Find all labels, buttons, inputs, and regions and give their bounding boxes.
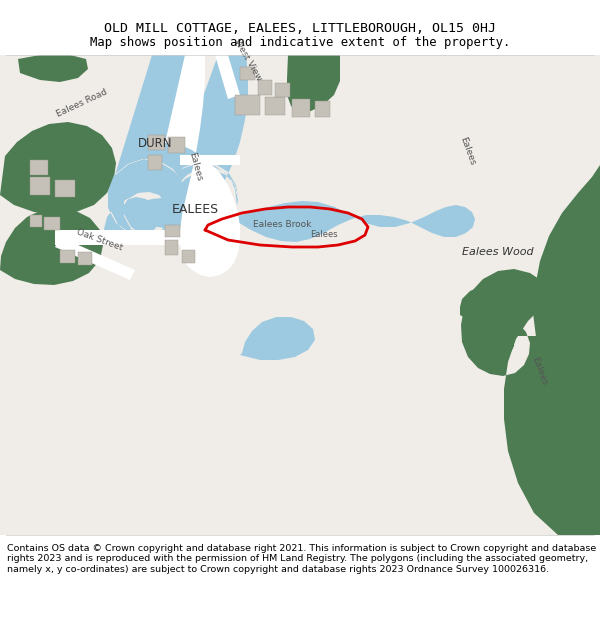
- Polygon shape: [315, 101, 330, 117]
- Polygon shape: [55, 237, 135, 280]
- Text: Contains OS data © Crown copyright and database right 2021. This information is : Contains OS data © Crown copyright and d…: [7, 544, 596, 574]
- Polygon shape: [162, 55, 248, 240]
- Polygon shape: [215, 55, 240, 99]
- Text: Ealees: Ealees: [531, 356, 549, 387]
- Polygon shape: [30, 177, 50, 195]
- Text: West View: West View: [232, 37, 263, 82]
- Polygon shape: [258, 55, 600, 402]
- Text: Ealees Brook: Ealees Brook: [253, 220, 311, 229]
- Text: EALEES: EALEES: [172, 203, 218, 216]
- Polygon shape: [165, 55, 240, 277]
- Text: Ealees Road: Ealees Road: [55, 88, 109, 119]
- Text: OLD MILL COTTAGE, EALEES, LITTLEBOROUGH, OL15 0HJ: OLD MILL COTTAGE, EALEES, LITTLEBOROUGH,…: [104, 22, 496, 35]
- Polygon shape: [292, 99, 310, 117]
- Text: Ealees Wood: Ealees Wood: [462, 247, 534, 257]
- Polygon shape: [258, 80, 272, 95]
- Polygon shape: [0, 55, 600, 535]
- Polygon shape: [287, 55, 340, 112]
- Text: Ealees: Ealees: [310, 230, 338, 239]
- Polygon shape: [30, 215, 42, 227]
- Polygon shape: [0, 208, 103, 285]
- Polygon shape: [148, 135, 165, 150]
- Polygon shape: [460, 287, 496, 321]
- Polygon shape: [148, 155, 162, 170]
- Polygon shape: [240, 317, 315, 360]
- Polygon shape: [55, 180, 75, 197]
- Polygon shape: [78, 252, 92, 265]
- Polygon shape: [165, 240, 178, 255]
- Text: Map shows position and indicative extent of the property.: Map shows position and indicative extent…: [90, 36, 510, 49]
- Polygon shape: [104, 55, 200, 243]
- Polygon shape: [55, 230, 200, 245]
- Polygon shape: [182, 250, 195, 263]
- Polygon shape: [168, 137, 185, 153]
- Polygon shape: [240, 67, 255, 80]
- Polygon shape: [0, 122, 116, 214]
- Polygon shape: [60, 250, 75, 263]
- Polygon shape: [312, 55, 600, 535]
- Polygon shape: [115, 197, 475, 242]
- Polygon shape: [275, 83, 290, 97]
- Polygon shape: [18, 55, 88, 82]
- Polygon shape: [30, 160, 48, 175]
- Polygon shape: [165, 225, 180, 237]
- Polygon shape: [265, 97, 285, 115]
- Text: DURN: DURN: [138, 137, 172, 150]
- Text: Ealees: Ealees: [459, 136, 477, 167]
- Polygon shape: [235, 95, 260, 115]
- Text: Ealees: Ealees: [187, 151, 203, 182]
- Polygon shape: [44, 217, 60, 230]
- Text: Oak Street: Oak Street: [76, 227, 124, 252]
- Polygon shape: [180, 155, 240, 165]
